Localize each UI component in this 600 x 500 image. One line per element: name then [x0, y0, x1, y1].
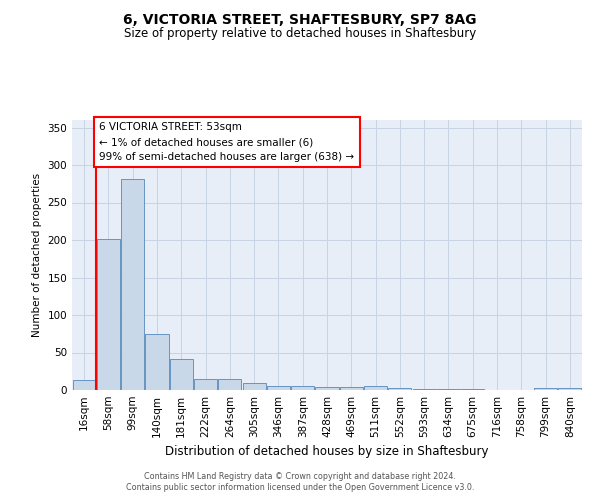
Bar: [267, 386, 290, 390]
Bar: [73, 380, 95, 390]
X-axis label: Distribution of detached houses by size in Shaftesbury: Distribution of detached houses by size …: [165, 446, 489, 458]
Text: 6 VICTORIA STREET: 53sqm
← 1% of detached houses are smaller (6)
99% of semi-det: 6 VICTORIA STREET: 53sqm ← 1% of detache…: [99, 122, 355, 162]
Text: Size of property relative to detached houses in Shaftesbury: Size of property relative to detached ho…: [124, 28, 476, 40]
Bar: [534, 388, 557, 390]
Bar: [437, 389, 460, 390]
Bar: [121, 180, 144, 390]
Bar: [413, 388, 436, 390]
Bar: [388, 388, 412, 390]
Y-axis label: Number of detached properties: Number of detached properties: [32, 173, 42, 337]
Bar: [461, 389, 484, 390]
Bar: [218, 379, 241, 390]
Bar: [559, 388, 581, 390]
Bar: [145, 334, 169, 390]
Bar: [291, 386, 314, 390]
Text: Contains HM Land Registry data © Crown copyright and database right 2024.: Contains HM Land Registry data © Crown c…: [144, 472, 456, 481]
Bar: [242, 382, 266, 390]
Bar: [340, 387, 363, 390]
Text: 6, VICTORIA STREET, SHAFTESBURY, SP7 8AG: 6, VICTORIA STREET, SHAFTESBURY, SP7 8AG: [123, 12, 477, 26]
Bar: [364, 386, 387, 390]
Bar: [194, 379, 217, 390]
Bar: [97, 240, 120, 390]
Bar: [316, 387, 338, 390]
Bar: [170, 359, 193, 390]
Text: Contains public sector information licensed under the Open Government Licence v3: Contains public sector information licen…: [126, 484, 474, 492]
